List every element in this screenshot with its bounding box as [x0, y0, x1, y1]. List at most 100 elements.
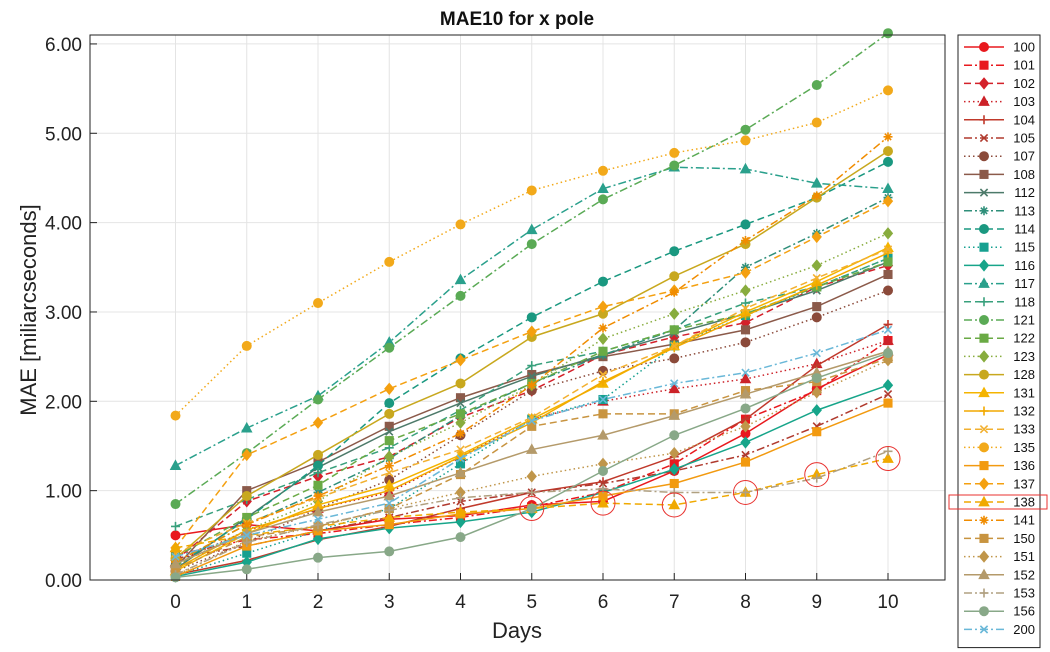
- x-tick-label: 0: [170, 592, 181, 613]
- point-135-day-10: [883, 85, 893, 96]
- point-200-day-4: [456, 454, 465, 463]
- point-137-day-6: [597, 300, 609, 313]
- highlight-circle-day-9: [804, 462, 830, 488]
- point-153-day-2: [313, 520, 323, 530]
- point-137-day-10: [882, 194, 894, 208]
- y-tick-label: 2.00: [45, 392, 82, 413]
- highlight-circle-day-8: [733, 479, 758, 505]
- point-117-day-4: [454, 273, 467, 285]
- legend-label: 116: [1014, 258, 1035, 273]
- y-tick-label: 1.00: [45, 482, 82, 503]
- legend-swatch-marker: [978, 477, 990, 490]
- point-108-day-8: [740, 325, 751, 335]
- point-138-day-7: [668, 498, 681, 510]
- legend-item-131: 131: [964, 385, 1035, 400]
- point-121-day-5: [526, 239, 537, 250]
- point-153-day-4: [456, 493, 465, 503]
- point-107-day-10: [883, 285, 893, 296]
- legend-swatch-marker: [979, 515, 989, 525]
- point-141-day-2: [313, 491, 323, 501]
- x-tick-label: 2: [313, 592, 324, 613]
- legend-label: 113: [1014, 203, 1035, 218]
- point-156-day-1: [241, 564, 252, 575]
- series-line-123: [175, 232, 889, 567]
- x-tick-label: 3: [384, 592, 395, 613]
- point-105-day-6: [598, 479, 608, 488]
- point-112-day-3: [385, 427, 394, 436]
- legend-label: 114: [1014, 222, 1035, 237]
- highlight-layer: [519, 445, 901, 522]
- x-tick-label: 5: [526, 592, 537, 613]
- point-136-day-9: [812, 427, 822, 437]
- point-135-day-8: [740, 135, 751, 146]
- legend-swatch-marker: [979, 369, 989, 380]
- point-151-day-7: [669, 446, 680, 460]
- legend-swatch-marker: [979, 169, 989, 179]
- point-141-day-4: [456, 428, 465, 438]
- x-tick-labels: 0 1 2 3 4 5 6 7 8 9 10: [170, 592, 898, 613]
- point-116-day-7: [669, 463, 680, 476]
- legend-label: 117: [1014, 276, 1035, 291]
- point-117-day-9: [810, 177, 823, 188]
- point-136-day-7: [669, 478, 679, 489]
- point-123-day-6: [597, 332, 609, 345]
- legend-label: 141: [1013, 513, 1035, 528]
- point-137-day-2: [312, 416, 324, 429]
- series-153: [171, 446, 893, 580]
- point-132-day-6: [598, 377, 608, 387]
- legend-box: [957, 34, 1041, 649]
- point-136-day-8: [740, 457, 751, 467]
- point-135-day-7: [669, 147, 680, 158]
- legend-label: 133: [1013, 422, 1035, 437]
- point-135-day-0: [170, 410, 181, 421]
- legend-item-121: 121: [964, 313, 1035, 328]
- point-117-day-8: [739, 162, 752, 174]
- series-line-117: [175, 166, 889, 467]
- point-118-day-2: [313, 468, 323, 478]
- point-103-day-7: [668, 382, 681, 394]
- series-156: [170, 348, 893, 583]
- point-100-day-0: [170, 530, 181, 541]
- y-tick-labels: 0.00 1.00 2.00 3.00 4.00 5.00 6.00: [45, 35, 82, 592]
- point-112-day-4: [456, 398, 465, 408]
- legend-label: 115: [1014, 240, 1035, 255]
- point-152-day-0: [169, 557, 182, 569]
- point-200-day-8: [741, 368, 750, 377]
- point-200-day-7: [670, 379, 679, 388]
- legend-label: 103: [1013, 94, 1035, 109]
- point-200-day-1: [242, 531, 251, 540]
- point-128-day-4: [455, 378, 466, 389]
- point-156-day-10: [883, 348, 893, 359]
- point-200-day-3: [385, 498, 394, 508]
- point-121-day-9: [811, 80, 822, 91]
- legend-swatch-marker: [978, 77, 990, 90]
- point-114-day-6: [598, 276, 608, 287]
- point-141-day-9: [812, 191, 822, 201]
- legend-label: 100: [1013, 40, 1035, 55]
- x-tick-label: 8: [740, 592, 751, 613]
- point-116-day-9: [811, 404, 822, 417]
- series-135: [170, 85, 893, 421]
- point-137-day-3: [384, 382, 395, 395]
- legend-swatch-marker: [979, 625, 989, 634]
- point-114-day-3: [384, 398, 395, 409]
- legend-label: 107: [1013, 149, 1035, 164]
- series-137: [170, 194, 894, 555]
- point-117-day-0: [169, 459, 182, 470]
- point-200-day-9: [812, 348, 821, 358]
- point-114-day-10: [883, 156, 893, 167]
- legend-swatch-marker: [978, 550, 990, 563]
- point-135-day-6: [598, 165, 608, 176]
- point-135-day-5: [526, 185, 537, 196]
- point-122-day-10: [883, 257, 893, 267]
- legend-swatch-marker: [979, 533, 989, 543]
- point-104-day-10: [883, 319, 893, 329]
- point-122-day-2: [313, 480, 323, 490]
- point-117-day-6: [597, 182, 609, 193]
- highlight-circle-day-5: [519, 496, 545, 522]
- point-117-day-10: [882, 182, 894, 193]
- point-121-day-3: [384, 342, 395, 353]
- legend-item-128: 128: [964, 367, 1035, 382]
- point-108-day-4: [455, 393, 466, 403]
